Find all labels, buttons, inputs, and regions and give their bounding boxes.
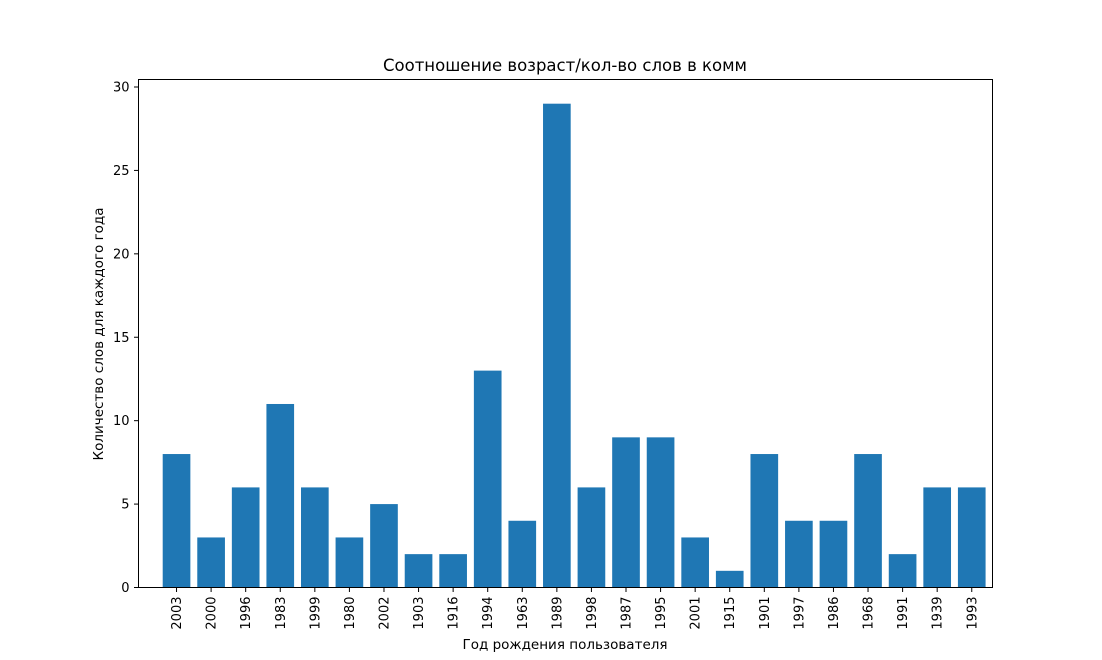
bar-1989: [543, 103, 571, 588]
bar-1996: [231, 487, 260, 588]
x-axis: 2003 2000 1996 1983 1999 1980 2002 1903 1916 1994…: [170, 587, 980, 630]
y-tick-label: 15: [113, 331, 130, 346]
bar-1987: [612, 437, 640, 588]
x-tick-label: 1994: [481, 597, 496, 630]
bar-1997: [785, 520, 813, 588]
bar-2001: [681, 537, 709, 588]
x-tick-label: 1986: [827, 597, 842, 630]
y-tick-label: 30: [113, 81, 130, 96]
bar-1915: [715, 570, 744, 588]
bars-group: [162, 103, 986, 588]
bar-1991: [888, 554, 917, 588]
x-tick-label: 1963: [516, 597, 531, 630]
bar-1993: [957, 487, 986, 588]
bar-1939: [923, 487, 952, 588]
x-tick-label: 1968: [862, 597, 877, 630]
x-tick-label: 1916: [447, 597, 462, 630]
y-tick-label: 10: [113, 414, 130, 429]
x-tick-label: 1903: [412, 597, 427, 630]
x-tick-label: 1999: [308, 597, 323, 630]
bar-1968: [854, 454, 882, 588]
bar-1963: [508, 520, 537, 588]
x-tick-label: 1980: [343, 597, 358, 630]
bar-1983: [266, 403, 295, 588]
bar-2003: [162, 454, 191, 588]
bar-1901: [750, 454, 779, 588]
bar-1999: [301, 487, 329, 588]
x-tick-label: 1939: [931, 597, 946, 630]
x-tick-label: 2002: [377, 597, 392, 630]
x-tick-label: 1915: [723, 597, 738, 630]
x-tick-label: 1995: [654, 597, 669, 630]
x-tick-label: 2003: [170, 597, 185, 630]
chart-title: Соотношение возраст/кол-во слов в комм: [383, 56, 747, 75]
x-tick-label: 1989: [550, 597, 565, 630]
bar-1994: [473, 370, 502, 588]
y-tick-label: 0: [121, 581, 129, 596]
bar-1980: [335, 537, 364, 588]
x-tick-label: 2000: [205, 597, 220, 630]
x-tick-label: 1997: [792, 597, 807, 630]
x-axis-label: Год рождения пользователя: [462, 637, 667, 653]
x-tick-label: 2001: [689, 597, 704, 630]
y-axis: 0 5 10 15 20 25 30: [113, 81, 139, 596]
y-tick-label: 5: [121, 498, 129, 513]
bar-1903: [404, 554, 433, 588]
x-tick-label: 1996: [239, 597, 254, 630]
x-tick-label: 1983: [274, 597, 289, 630]
x-tick-label: 1998: [585, 597, 600, 630]
x-tick-label: 1991: [896, 597, 911, 630]
y-tick-label: 25: [113, 164, 130, 179]
bar-2000: [197, 537, 225, 588]
x-tick-label: 1993: [965, 597, 980, 630]
x-tick-label: 1901: [758, 597, 773, 630]
y-tick-label: 20: [113, 247, 130, 262]
bar-1995: [646, 437, 675, 588]
bar-2002: [370, 504, 398, 588]
bar-1986: [819, 520, 848, 588]
x-tick-label: 1987: [620, 597, 635, 630]
bar-1998: [577, 487, 606, 588]
plot-frame: [138, 79, 993, 588]
bar-1916: [439, 554, 467, 588]
y-axis-label: Количество слов для каждого года: [91, 207, 107, 460]
